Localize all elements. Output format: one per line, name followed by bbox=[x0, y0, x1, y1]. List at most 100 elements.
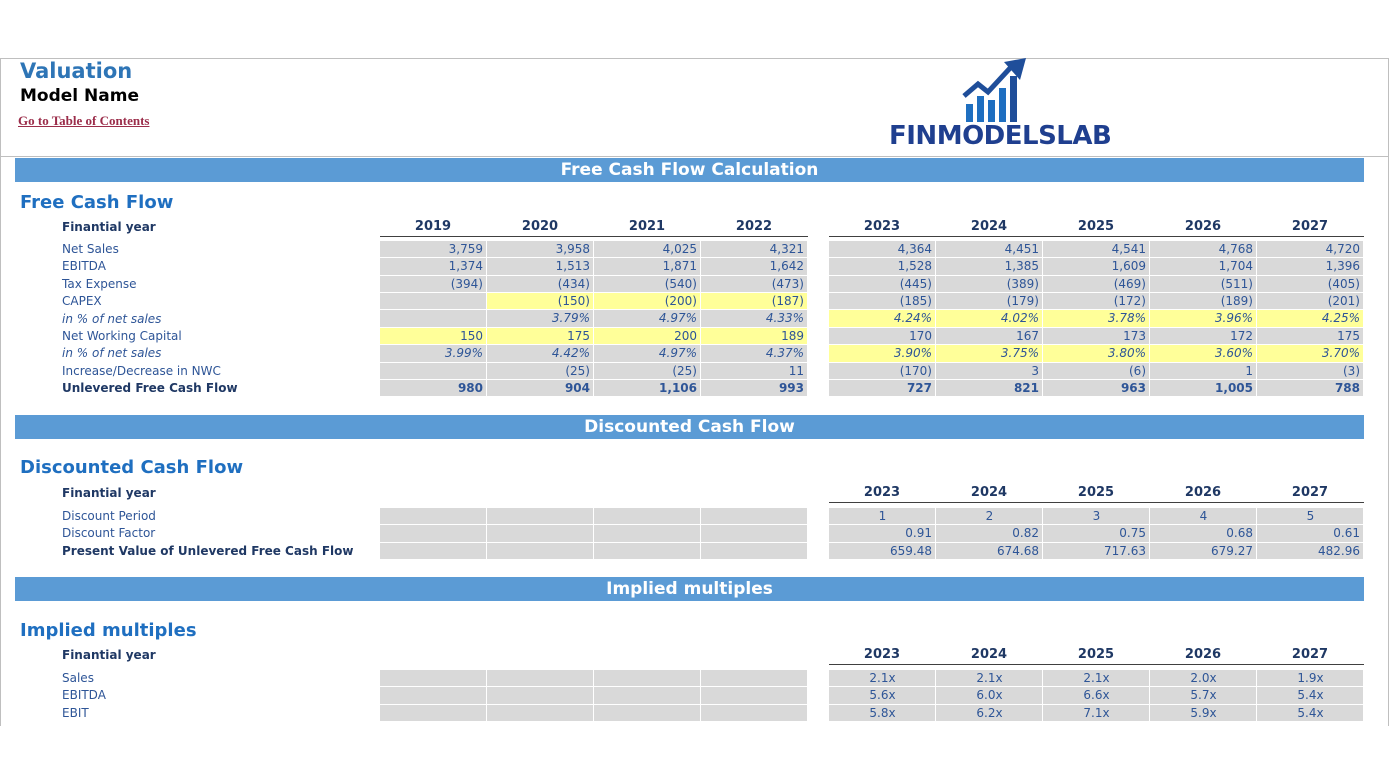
table-cell: 5.4x bbox=[1257, 704, 1363, 721]
title: Valuation bbox=[20, 59, 133, 83]
year-header: 2027 bbox=[1291, 647, 1329, 662]
header-underline bbox=[829, 664, 1364, 665]
table-cell: 3.96% bbox=[1150, 310, 1256, 327]
table-cell: 3.75% bbox=[936, 345, 1042, 362]
table-cell: 1,005 bbox=[1150, 380, 1256, 397]
row-label: EBITDA bbox=[62, 688, 106, 703]
table-cell: 1,106 bbox=[594, 380, 700, 397]
table-cell: 4,768 bbox=[1150, 240, 1256, 258]
section-banner: Discounted Cash Flow bbox=[15, 415, 1364, 439]
table-cell: (25) bbox=[594, 362, 700, 379]
logo-icon bbox=[962, 58, 1026, 122]
table-cell: 4,541 bbox=[1043, 240, 1149, 258]
table-cell bbox=[380, 542, 486, 559]
table-cell: (3) bbox=[1257, 362, 1363, 379]
table-cell bbox=[380, 293, 486, 310]
section-title: Implied multiples bbox=[20, 620, 197, 641]
table-cell bbox=[701, 704, 807, 721]
table-cell: (179) bbox=[936, 293, 1042, 310]
table-cell: 5.4x bbox=[1257, 687, 1363, 704]
table-cell: 0.82 bbox=[936, 525, 1042, 542]
table-cell: 2.1x bbox=[829, 669, 935, 687]
header-underline bbox=[380, 236, 808, 237]
table-cell: 1,704 bbox=[1150, 258, 1256, 275]
year-header: 2022 bbox=[735, 219, 773, 234]
table-cell bbox=[594, 704, 700, 721]
table-cell bbox=[701, 687, 807, 704]
table-cell bbox=[594, 507, 700, 525]
table-cell bbox=[487, 525, 593, 542]
row-label: Sales bbox=[62, 671, 94, 685]
year-header: 2024 bbox=[970, 647, 1008, 662]
table-cell: 4,720 bbox=[1257, 240, 1363, 258]
row-label: Increase/Decrease in NWC bbox=[62, 363, 221, 378]
table-cell: 1,513 bbox=[487, 258, 593, 275]
table-cell: 482.96 bbox=[1257, 542, 1363, 559]
year-header: 2027 bbox=[1291, 485, 1329, 500]
row-label: Present Value of Unlevered Free Cash Flo… bbox=[62, 543, 354, 558]
table-cell bbox=[380, 687, 486, 704]
table-cell: 3.99% bbox=[380, 345, 486, 362]
row-label: Discount Factor bbox=[62, 526, 156, 541]
sheet-frame bbox=[0, 58, 1389, 726]
table-cell bbox=[701, 525, 807, 542]
table-cell bbox=[701, 542, 807, 559]
header-underline bbox=[829, 236, 1364, 237]
table-cell: 5.7x bbox=[1150, 687, 1256, 704]
row-label: Discount Period bbox=[62, 509, 156, 523]
table-cell: 3.90% bbox=[829, 345, 935, 362]
row-label: Net Working Capital bbox=[62, 329, 182, 343]
table-cell: 3,759 bbox=[380, 240, 486, 258]
table-cell bbox=[594, 542, 700, 559]
table-cell: 4.25% bbox=[1257, 310, 1363, 327]
table-cell: 1,528 bbox=[829, 258, 935, 275]
table-cell: 172 bbox=[1150, 327, 1256, 345]
table-cell: 7.1x bbox=[1043, 704, 1149, 721]
table-cell: 4.97% bbox=[594, 345, 700, 362]
table-cell bbox=[594, 525, 700, 542]
table-cell bbox=[594, 687, 700, 704]
table-cell: (150) bbox=[487, 293, 593, 310]
table-cell bbox=[701, 669, 807, 687]
table-cell bbox=[487, 669, 593, 687]
row-label: in % of net sales bbox=[62, 346, 162, 361]
row-label: EBITDA bbox=[62, 259, 106, 274]
table-cell: 150 bbox=[380, 327, 486, 345]
table-cell: 189 bbox=[701, 327, 807, 345]
table-cell: (469) bbox=[1043, 275, 1149, 292]
year-header: 2024 bbox=[970, 485, 1008, 500]
table-cell: 4 bbox=[1150, 507, 1256, 525]
table-cell: 5 bbox=[1257, 507, 1363, 525]
table-cell bbox=[380, 310, 486, 327]
table-cell bbox=[701, 507, 807, 525]
header-rule bbox=[0, 156, 1388, 157]
year-header: 2020 bbox=[521, 219, 559, 234]
model-name: Model Name bbox=[20, 86, 139, 106]
table-cell: (445) bbox=[829, 275, 935, 292]
table-cell: 3.79% bbox=[487, 310, 593, 327]
table-cell bbox=[594, 669, 700, 687]
table-cell: 4.02% bbox=[936, 310, 1042, 327]
table-cell: 963 bbox=[1043, 380, 1149, 397]
table-cell: 4.42% bbox=[487, 345, 593, 362]
year-header: 2027 bbox=[1291, 219, 1329, 234]
table-cell: 6.6x bbox=[1043, 687, 1149, 704]
table-cell: (540) bbox=[594, 275, 700, 292]
toc-link[interactable]: Go to Table of Contents bbox=[18, 113, 150, 128]
table-cell: 2.1x bbox=[1043, 669, 1149, 687]
table-cell: 173 bbox=[1043, 327, 1149, 345]
table-cell: (170) bbox=[829, 362, 935, 379]
table-cell: 717.63 bbox=[1043, 542, 1149, 559]
table-cell: 1 bbox=[1150, 362, 1256, 379]
table-cell: 167 bbox=[936, 327, 1042, 345]
table-cell: 175 bbox=[487, 327, 593, 345]
table-cell: 3 bbox=[1043, 507, 1149, 525]
table-cell: 1,385 bbox=[936, 258, 1042, 275]
logo-text: FINMODELSLAB bbox=[889, 121, 1112, 151]
row-label: EBIT bbox=[62, 705, 89, 720]
year-header: 2021 bbox=[628, 219, 666, 234]
table-cell: 4.24% bbox=[829, 310, 935, 327]
table-cell: 4,025 bbox=[594, 240, 700, 258]
table-cell: 1.9x bbox=[1257, 669, 1363, 687]
table-cell bbox=[380, 507, 486, 525]
